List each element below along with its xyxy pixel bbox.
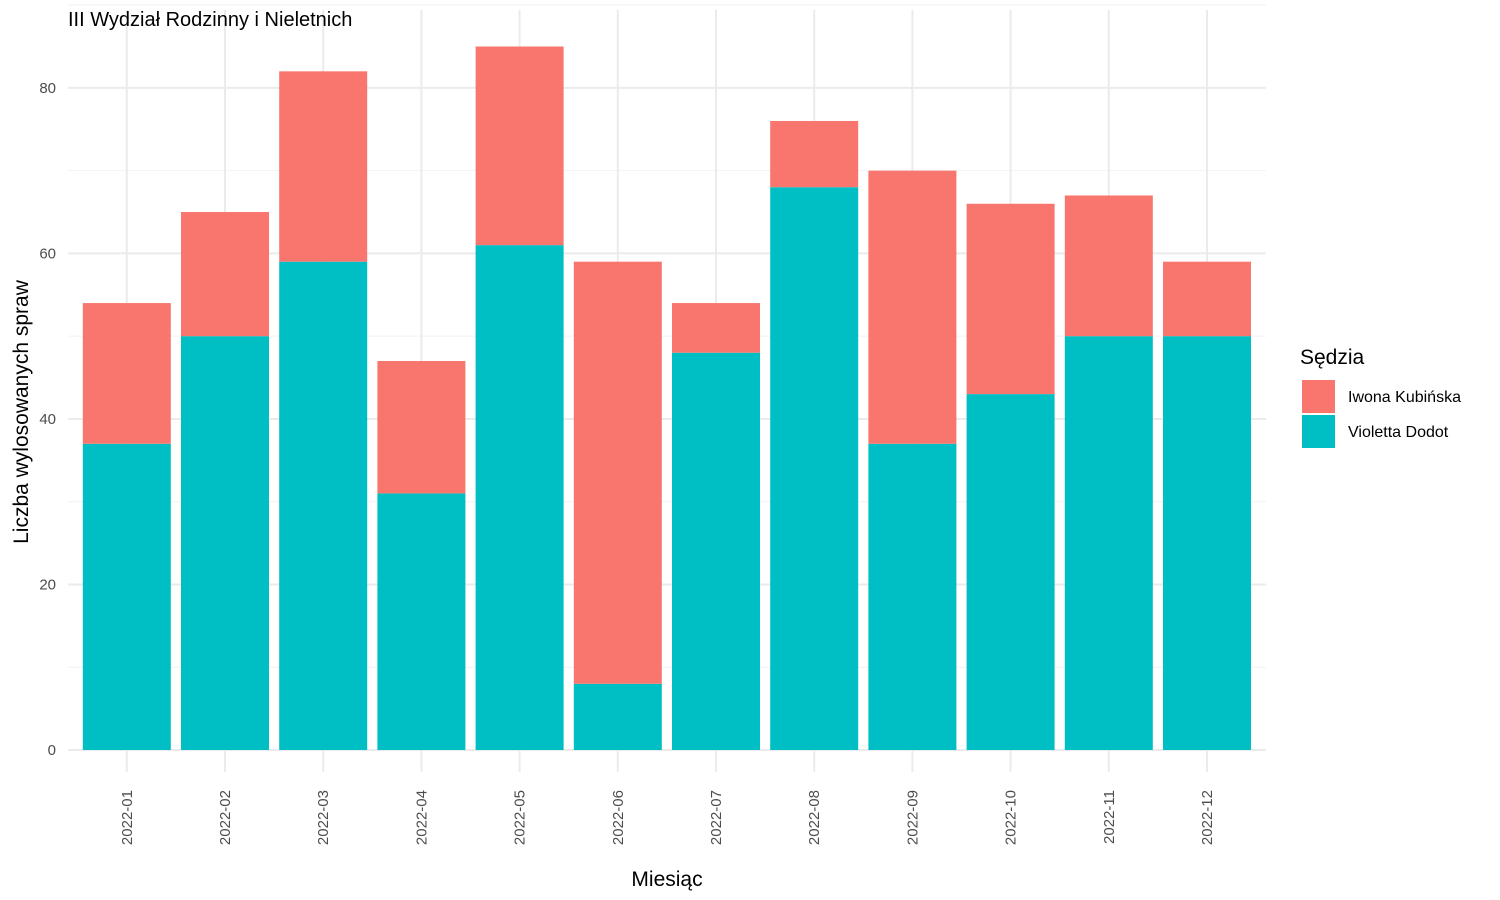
y-tick-label: 20 <box>39 576 56 593</box>
bar-iwona-kubi-ska <box>1163 261 1251 337</box>
x-tick-label: 2022-02 <box>217 790 234 845</box>
x-tick-label: 2022-11 <box>1101 790 1118 844</box>
bar-iwona-kubi-ska <box>475 46 564 246</box>
bar-violetta-dodot <box>672 352 760 750</box>
bar-violetta-dodot <box>475 245 564 750</box>
y-axis-ticks: 0 20 40 60 80 <box>39 80 56 759</box>
bar-iwona-kubi-ska <box>377 361 466 494</box>
bar-violetta-dodot <box>966 394 1055 750</box>
bar-violetta-dodot <box>181 336 269 750</box>
legend-entries: Iwona Kubińska Violetta Dodot <box>1302 380 1461 448</box>
x-axis-ticks: 2022-01 2022-02 2022-03 2022-04 2022-05 2022-… <box>119 790 1216 845</box>
bar-iwona-kubi-ska <box>672 303 760 353</box>
bar-iwona-kubi-ska <box>573 261 662 684</box>
legend-title: Sędzia <box>1300 346 1365 369</box>
x-tick-label: 2022-07 <box>708 790 725 845</box>
legend-key <box>1302 380 1335 413</box>
x-tick-label: 2022-05 <box>512 790 529 845</box>
legend-label: Violetta Dodot <box>1348 424 1449 441</box>
x-tick-label: 2022-06 <box>610 790 627 845</box>
bar-iwona-kubi-ska <box>279 71 368 262</box>
bar-iwona-kubi-ska <box>868 170 957 444</box>
bar-iwona-kubi-ska <box>82 303 171 444</box>
y-tick-label: 80 <box>39 80 56 97</box>
bar-violetta-dodot <box>1163 336 1251 750</box>
bar-violetta-dodot <box>279 261 368 750</box>
legend-label: Iwona Kubińska <box>1348 389 1461 406</box>
x-tick-label: 2022-08 <box>806 790 823 845</box>
bar-iwona-kubi-ska <box>770 120 859 188</box>
x-tick-label: 2022-09 <box>904 790 921 845</box>
y-axis-title: Liczba wylosowanych spraw <box>10 279 33 544</box>
bar-iwona-kubi-ska <box>181 212 269 337</box>
chart-title: III Wydział Rodzinny i Nieletnich <box>68 9 352 31</box>
legend-key <box>1302 415 1335 448</box>
x-axis-title: Miesiąc <box>631 868 702 891</box>
x-tick-label: 2022-01 <box>119 790 136 845</box>
y-tick-label: 40 <box>39 411 56 428</box>
y-tick-label: 0 <box>48 742 56 759</box>
bar-iwona-kubi-ska <box>1064 195 1153 337</box>
bar-iwona-kubi-ska <box>966 203 1055 395</box>
bar-violetta-dodot <box>573 683 662 750</box>
x-tick-label: 2022-04 <box>413 790 430 845</box>
bar-violetta-dodot <box>770 187 859 750</box>
bar-violetta-dodot <box>377 493 466 750</box>
bar-violetta-dodot <box>82 443 171 750</box>
bar-violetta-dodot <box>1064 336 1153 750</box>
legend: Sędzia Iwona Kubińska Violetta Dodot <box>1300 346 1461 448</box>
x-tick-label: 2022-03 <box>315 790 332 845</box>
x-tick-label: 2022-10 <box>1003 790 1020 845</box>
bars <box>82 46 1251 750</box>
x-tick-label: 2022-12 <box>1199 790 1216 845</box>
bar-violetta-dodot <box>868 443 957 750</box>
y-tick-label: 60 <box>39 245 56 262</box>
